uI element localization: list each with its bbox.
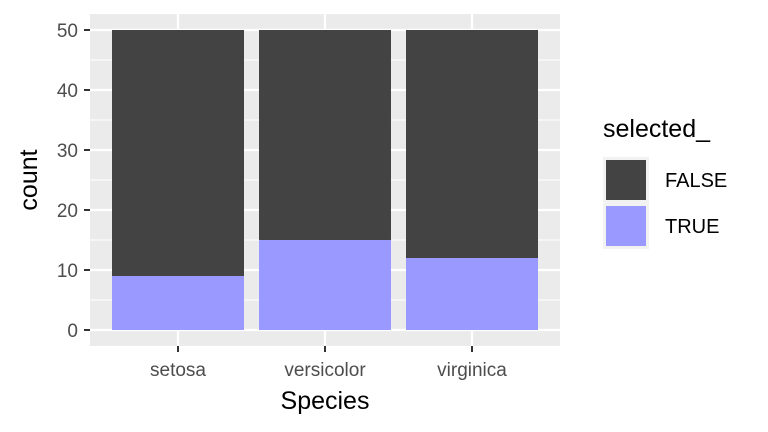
bar-setosa-true — [112, 276, 244, 330]
legend: selected_ FALSE TRUE — [603, 115, 727, 249]
y-axis-title: count — [15, 149, 43, 210]
y-tick-label: 10 — [57, 261, 78, 282]
bar-versicolor-false — [259, 30, 391, 240]
x-tick-label: virginica — [437, 360, 507, 381]
bar-setosa-false — [112, 30, 244, 276]
y-tick-label: 40 — [57, 81, 78, 102]
bar-virginica-false — [406, 30, 538, 258]
bars — [112, 30, 538, 330]
y-tick-label: 30 — [57, 141, 78, 162]
bar-versicolor-true — [259, 240, 391, 330]
bar-virginica-true — [406, 258, 538, 330]
legend-label: TRUE — [665, 216, 719, 238]
x-axis-title: Species — [281, 387, 370, 415]
y-axis: 0 10 20 30 40 50 — [57, 21, 90, 342]
legend-title: selected_ — [603, 115, 711, 143]
x-tick-label: versicolor — [284, 360, 366, 381]
legend-label: FALSE — [665, 170, 727, 192]
legend-key-true — [606, 206, 646, 246]
x-tick-label: setosa — [150, 360, 206, 381]
y-tick-label: 20 — [57, 201, 78, 222]
y-tick-label: 0 — [67, 321, 78, 342]
y-tick-label: 50 — [57, 21, 78, 42]
x-axis: setosa versicolor virginica — [150, 346, 507, 381]
legend-key-false — [606, 160, 646, 200]
